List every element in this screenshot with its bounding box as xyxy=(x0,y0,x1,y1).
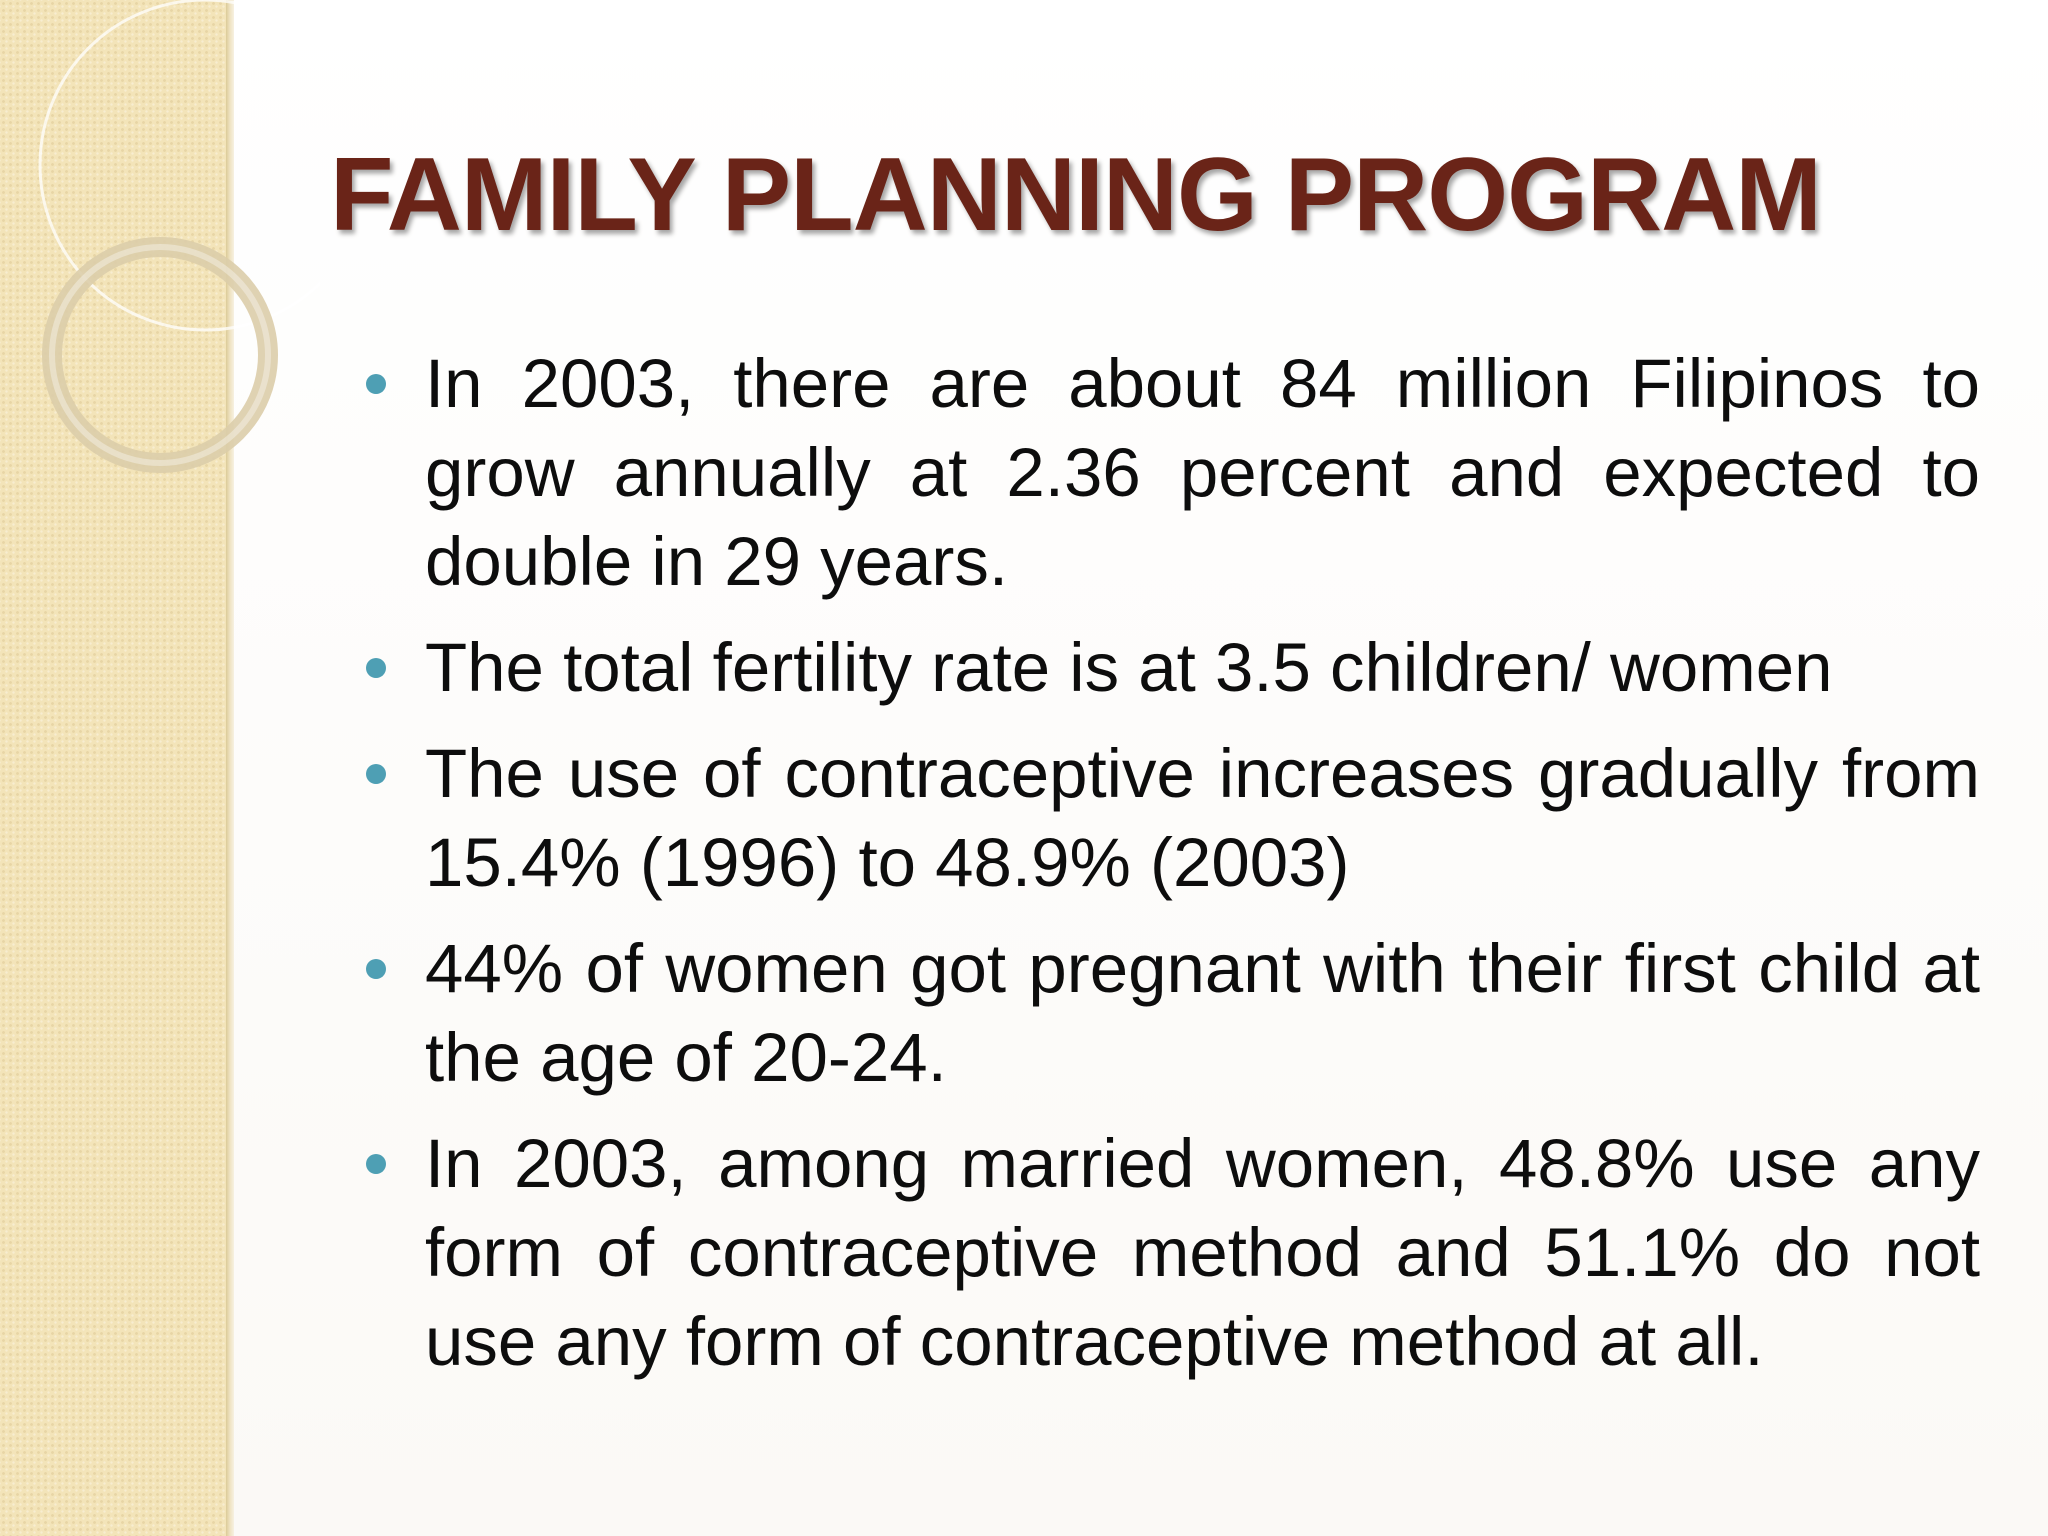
bullet-point-icon xyxy=(366,374,386,394)
bullet-text: The total fertility rate is at 3.5 child… xyxy=(425,629,1833,706)
side-panel-edge xyxy=(226,0,234,1536)
bullet-text: In 2003, among married women, 48.8% use … xyxy=(425,1125,1980,1380)
bullet-text: In 2003, there are about 84 million Fili… xyxy=(425,345,1980,600)
bullet-point-icon xyxy=(366,1154,386,1174)
bullet-point-icon xyxy=(366,658,386,678)
bullet-item: The total fertility rate is at 3.5 child… xyxy=(355,623,1980,712)
bullet-point-icon xyxy=(366,764,386,784)
bullet-point-icon xyxy=(366,959,386,979)
bullet-item: The use of contraceptive increases gradu… xyxy=(355,729,1980,907)
decorative-ring-lower-highlight xyxy=(49,244,271,466)
decorative-ring-upper xyxy=(38,0,320,332)
slide-title: FAMILY PLANNING PROGRAM xyxy=(330,137,1822,253)
decorative-rings xyxy=(38,0,320,473)
decorative-ring-lower xyxy=(42,237,278,473)
bullet-text: The use of contraceptive increases gradu… xyxy=(425,735,1980,901)
bullet-text: 44% of women got pregnant with their fir… xyxy=(425,930,1980,1096)
bullet-item: In 2003, among married women, 48.8% use … xyxy=(355,1119,1980,1386)
bullet-list: In 2003, there are about 84 million Fili… xyxy=(355,339,1980,1403)
bullet-item: 44% of women got pregnant with their fir… xyxy=(355,924,1980,1102)
bullet-item: In 2003, there are about 84 million Fili… xyxy=(355,339,1980,606)
